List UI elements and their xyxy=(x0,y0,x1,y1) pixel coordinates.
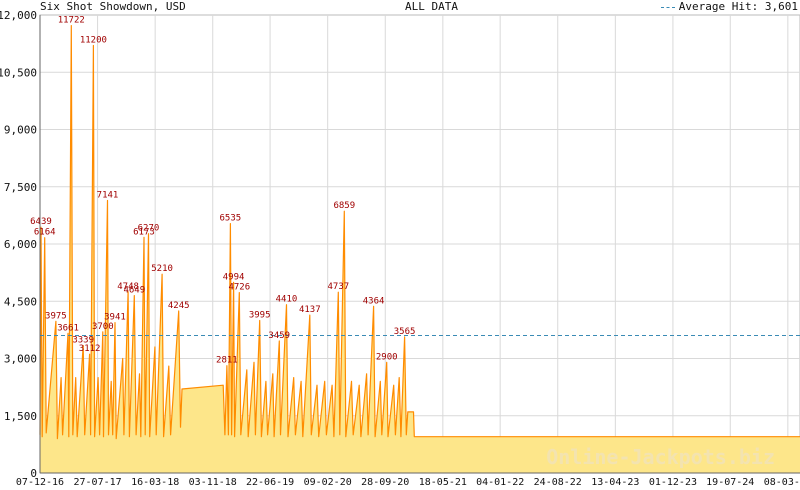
peak-value-label: 3700 xyxy=(92,322,114,332)
peak-value-label: 2900 xyxy=(376,352,398,362)
peak-value-label: 4137 xyxy=(299,305,321,315)
peak-value-label: 4994 xyxy=(223,272,245,282)
peak-value-label: 6535 xyxy=(220,214,242,224)
x-tick-label: 24-08-22 xyxy=(534,477,582,488)
x-tick-label: 18-05-21 xyxy=(419,477,467,488)
y-tick-label: 10,500 xyxy=(0,66,37,79)
y-tick-label: 12,000 xyxy=(0,9,37,22)
average-hit-legend-label: Average Hit: 3,601 xyxy=(678,0,798,13)
x-tick-label: 13-04-23 xyxy=(591,477,639,488)
average-line-legend-swatch xyxy=(660,6,675,8)
y-tick-label: 3,000 xyxy=(4,353,37,366)
peak-value-label: 4737 xyxy=(327,282,349,292)
x-tick-label: 01-12-23 xyxy=(649,477,697,488)
series-line xyxy=(39,25,800,440)
peak-value-label: 3339 xyxy=(72,336,94,346)
y-tick-label: 1,500 xyxy=(4,410,37,423)
y-tick-label: 7,500 xyxy=(4,181,37,194)
y-tick-label: 9,000 xyxy=(4,124,37,137)
peak-value-label: 3941 xyxy=(104,313,126,323)
x-tick-label: 08-03-25 xyxy=(764,477,800,488)
peak-value-label: 4245 xyxy=(168,301,190,311)
x-tick-label: 27-07-17 xyxy=(73,477,121,488)
series-area-fill xyxy=(40,25,800,473)
peak-value-label: 4410 xyxy=(276,295,298,305)
watermark: Online-Jackpots.biz xyxy=(546,445,775,469)
peak-value-label: 3975 xyxy=(45,311,67,321)
x-tick-label: 03-11-18 xyxy=(189,477,237,488)
peak-value-label: 3995 xyxy=(249,311,271,321)
x-tick-label: 07-12-16 xyxy=(16,477,64,488)
y-tick-label: 6,000 xyxy=(4,238,37,251)
x-tick-label: 19-07-24 xyxy=(706,477,754,488)
peak-value-label: 11722 xyxy=(58,16,85,26)
chart-subtitle: ALL DATA xyxy=(405,0,458,13)
peak-value-label: 6859 xyxy=(333,201,355,211)
chart-title: Six Shot Showdown, USD xyxy=(40,0,186,13)
peak-value-label: 7141 xyxy=(97,190,119,200)
x-tick-label: 04-01-22 xyxy=(476,477,524,488)
peak-value-label: 2811 xyxy=(216,356,238,366)
chart-axes: 0 1,500 3,000 4,500 6,000 7,500 9,000 10,500 12,… xyxy=(0,9,800,488)
peak-value-label: 5210 xyxy=(151,264,173,274)
peak-value-label: 6173 xyxy=(133,227,155,237)
x-tick-label: 16-03-18 xyxy=(131,477,179,488)
y-tick-label: 4,500 xyxy=(4,295,37,308)
peak-value-label: 4748 xyxy=(117,282,139,292)
peak-value-label: 3112 xyxy=(79,344,101,354)
peak-value-label: 11200 xyxy=(80,36,107,46)
x-tick-label: 09-02-20 xyxy=(304,477,352,488)
peak-value-label: 3661 xyxy=(57,323,79,333)
peak-value-label: 4649 xyxy=(123,286,145,296)
chart-legend: Average Hit: 3,601 xyxy=(660,0,798,14)
peak-value-label: 6439 xyxy=(30,217,52,227)
peak-value-label: 6164 xyxy=(34,228,56,238)
peak-value-label: 3459 xyxy=(268,331,290,341)
peak-value-label: 6270 xyxy=(138,224,160,234)
peak-value-label: 4726 xyxy=(228,283,250,293)
x-tick-label: 28-09-20 xyxy=(361,477,409,488)
y-tick-label: 0 xyxy=(30,467,37,480)
peak-value-label: 3565 xyxy=(394,327,416,337)
peak-value-label: 4364 xyxy=(363,296,385,306)
x-tick-label: 22-06-19 xyxy=(246,477,294,488)
